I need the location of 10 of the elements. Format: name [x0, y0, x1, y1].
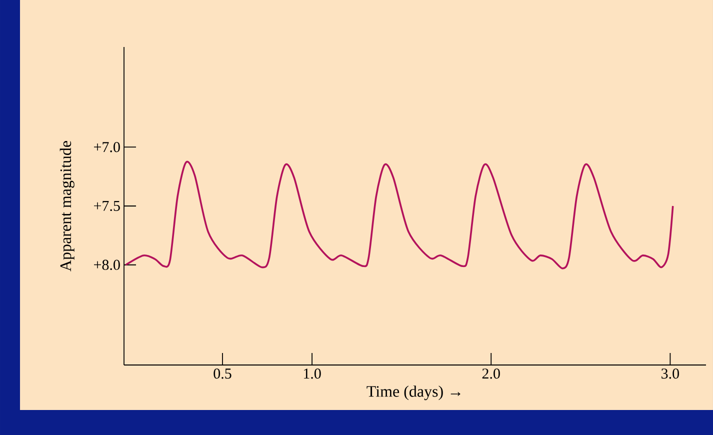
y-tick-label: +7.0	[94, 142, 120, 152]
x-tick-label: 2.0	[482, 368, 500, 379]
x-axis-title: Time (days) →	[366, 386, 460, 400]
x-tick-label: 3.0	[662, 368, 679, 379]
y-axis-title: Apparent magnitude	[60, 141, 74, 272]
y-tick-label: +7.5	[94, 200, 120, 212]
y-tick-label: +8.0	[94, 260, 120, 270]
line-series	[124, 162, 674, 270]
x-tick-label: 0.5	[214, 368, 232, 379]
x-tick-label: 1.0	[304, 368, 321, 379]
